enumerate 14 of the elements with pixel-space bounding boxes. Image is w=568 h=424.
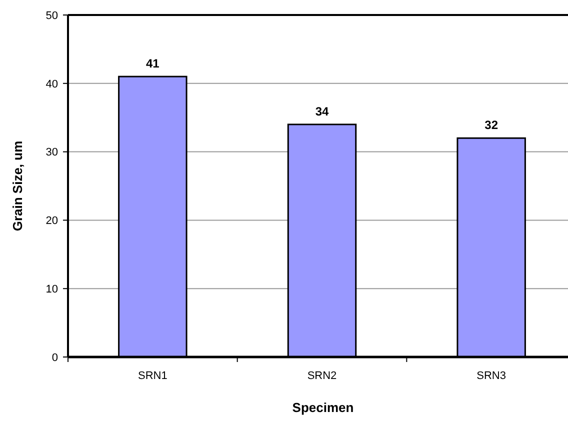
y-tick-label: 40 [46, 78, 58, 90]
x-axis-title: Specimen [292, 400, 354, 415]
data-label: 34 [315, 104, 329, 118]
y-tick-label: 0 [52, 352, 58, 364]
y-tick-label: 20 [46, 215, 58, 228]
x-tick-label: SRN1 [138, 370, 168, 382]
data-label: 32 [484, 118, 498, 132]
y-axis-title: Grain Size, um [10, 140, 25, 232]
y-tick-label: 30 [46, 146, 58, 159]
x-tick-label: SRN2 [307, 370, 337, 382]
y-tick-label: 50 [46, 10, 58, 22]
y-tick-label: 10 [46, 283, 58, 296]
x-tick-label: SRN3 [476, 370, 506, 382]
data-label: 41 [146, 56, 160, 71]
